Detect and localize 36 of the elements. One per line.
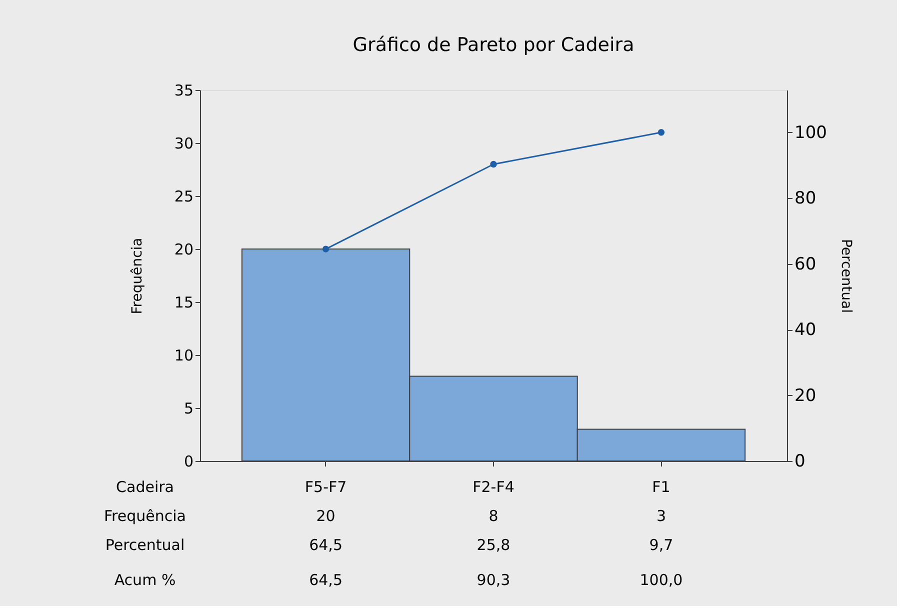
x-axis-title: Cadeira [116, 478, 174, 496]
x-tick-label: F1 [652, 478, 670, 496]
x-tick-label: F2-F4 [472, 478, 514, 496]
y2-axis-title: Percentual [838, 238, 854, 314]
y2-tick-label: 40 [794, 320, 816, 340]
data-label: 64,5 [309, 571, 342, 589]
y2-tick-label: 60 [794, 254, 816, 274]
y-tick-label: 5 [184, 400, 194, 418]
y2-tick-label: 100 [794, 122, 827, 143]
y-tick-label: 10 [174, 346, 194, 364]
y-tick-label: 0 [184, 452, 194, 470]
x-tick-label: F5-F7 [304, 478, 347, 496]
y-tick-label: 30 [174, 134, 194, 152]
y-tick-label: 15 [174, 294, 194, 312]
text: Percentual [105, 536, 185, 554]
y-tick-label: 20 [174, 240, 194, 258]
y-tick-label: 35 [174, 82, 194, 100]
text: 25,8 [476, 536, 510, 554]
data-label: 20 [316, 507, 336, 525]
y2-tick-label: 20 [794, 386, 816, 406]
text: Frequência [104, 507, 186, 525]
point [658, 129, 665, 136]
text: 9,7 [649, 536, 674, 554]
y-tick-label: 25 [174, 188, 194, 206]
chart-title: Gráfico de Pareto por Cadeira [352, 34, 634, 56]
y2-tick-label: 0 [794, 452, 806, 472]
y2-tick-label: 80 [794, 188, 816, 209]
text: Acum % [114, 571, 176, 589]
data-label: 3 [656, 507, 666, 525]
y-axis-title: Frequência [129, 238, 146, 314]
text: 64,5 [309, 536, 342, 554]
point [490, 160, 497, 168]
data-label: 100,0 [640, 571, 683, 589]
data-label: 8 [488, 507, 498, 525]
point [322, 246, 330, 252]
data-label: 90,3 [476, 571, 510, 589]
